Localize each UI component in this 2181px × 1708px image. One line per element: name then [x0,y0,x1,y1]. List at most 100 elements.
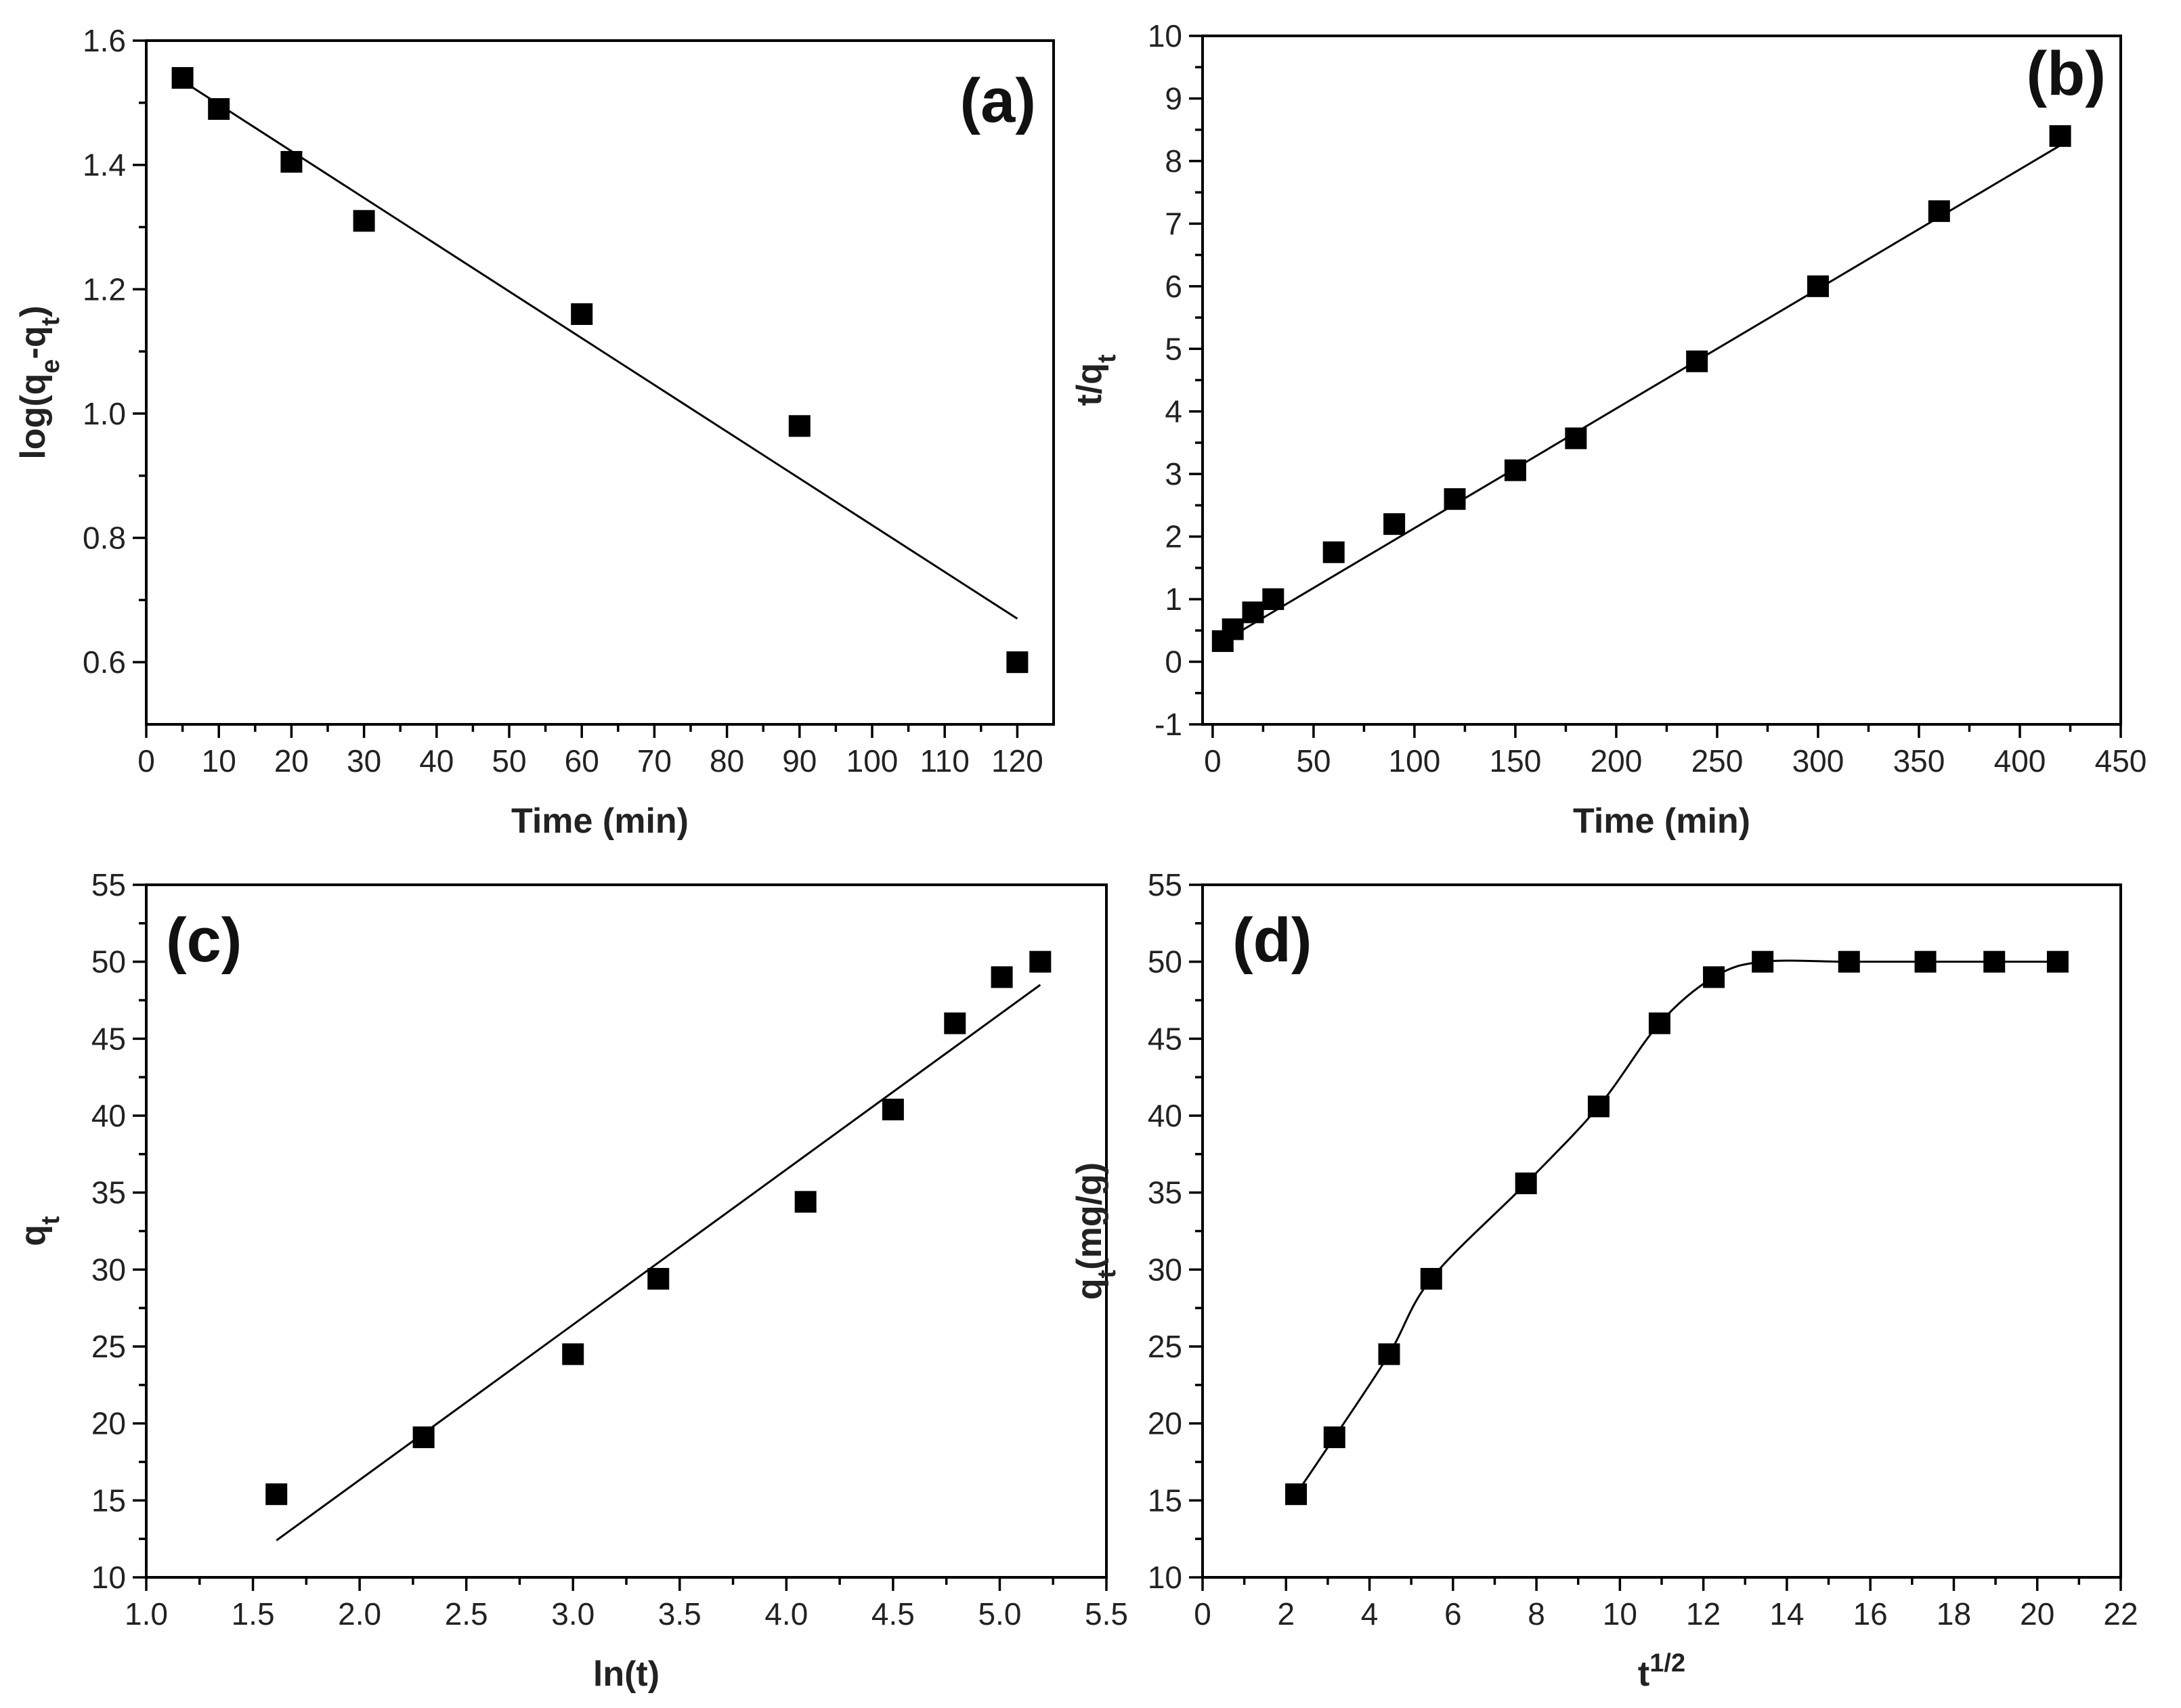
x-tick-label: 4.0 [764,1596,808,1632]
x-tick-label: 10 [1603,1596,1637,1632]
y-tick-label: 4 [1165,394,1182,429]
x-tick-label: 14 [1769,1596,1804,1632]
data-point [412,1426,435,1449]
y-tick-label: 10 [91,1560,126,1595]
x-tick-label: 30 [347,743,381,779]
panel-label: (a) [960,66,1036,135]
chart-panel-3: 1.0 1.5 2.0 2.5 3.0 3.5 4.0 4.5 5.0 5.5 10 15 20 25 30… [14,867,1128,1694]
x-tick-label: 50 [492,743,526,779]
y-axis-title: qt [14,1216,65,1246]
y-tick-label: 35 [1148,1175,1182,1210]
x-tick-label: 6 [1444,1596,1462,1632]
x-tick-label: 2 [1277,1596,1295,1632]
x-tick-label: 90 [782,743,817,779]
x-tick-label: 40 [419,743,454,779]
data-point [1420,1267,1442,1290]
x-tick-label: 60 [565,743,599,779]
data-point [794,1191,817,1213]
x-axis-title: Time (min) [511,802,689,841]
data-point [1838,950,1860,973]
x-tick-label: 50 [1296,743,1331,779]
data-point [1587,1095,1610,1118]
data-point [1565,427,1587,450]
y-tick-label: 55 [1148,867,1182,902]
y-tick-label: 1.0 [83,396,126,431]
x-tick-label: 100 [1389,743,1441,779]
panel-label: (d) [1232,906,1312,975]
x-tick-label: 120 [991,743,1043,779]
x-tick-label: 2.5 [445,1596,488,1632]
x-tick-label: 3.5 [658,1596,701,1632]
chart-panel-4: 0 2 4 6 8 10 12 14 16 18 20 22 10 15 20 25 30 35 40 45 50 55 t… [1070,867,2138,1694]
x-tick-label: 4.5 [871,1596,915,1632]
data-point [1006,651,1029,674]
y-tick-label: 2 [1165,519,1182,554]
data-point [1323,1426,1345,1449]
data-point [1383,513,1406,535]
x-tick-label: 4 [1361,1596,1379,1632]
data-point [353,210,375,232]
x-tick-label: 1.5 [232,1596,275,1632]
data-point [1504,459,1526,481]
data-point [2046,950,2069,973]
fit-line [276,984,1041,1541]
y-tick-label: 50 [1148,944,1182,980]
data-point [1983,950,2006,973]
x-tick-label: 0 [1204,743,1222,779]
x-tick-label: 8 [1528,1596,1545,1632]
data-point [1378,1343,1400,1365]
data-point [265,1483,288,1506]
data-point [1648,1012,1670,1034]
x-tick-label: 5.5 [1085,1596,1128,1632]
x-tick-label: 70 [637,743,672,779]
y-tick-label: 50 [91,944,126,980]
data-point [882,1098,904,1120]
y-tick-label: 30 [1148,1252,1182,1287]
data-point [1262,588,1284,611]
y-tick-label: 3 [1165,456,1182,491]
data-point [1914,950,1937,973]
x-axis-title: t1/2 [1638,1649,1685,1694]
x-tick-label: 16 [1853,1596,1888,1632]
y-tick-label: 9 [1165,81,1182,116]
data-point [1322,541,1345,563]
x-tick-label: 12 [1686,1596,1721,1632]
data-point [571,303,593,325]
y-tick-label: 55 [91,867,126,902]
x-tick-label: 300 [1792,743,1844,779]
data-point [991,966,1013,988]
data-point [1752,950,1774,973]
y-tick-label: 30 [91,1252,126,1287]
y-tick-label: 1 [1165,582,1182,617]
x-tick-label: 10 [202,743,236,779]
plot-frame [145,39,1055,726]
data-point [788,415,811,437]
x-tick-label: 20 [274,743,309,779]
y-tick-label: 20 [1148,1406,1182,1441]
x-tick-label: 2.0 [338,1596,381,1632]
data-point [562,1343,584,1365]
y-tick-label: 25 [91,1329,126,1364]
chart-panel-2: 0 50 100 150 200 250 300 350 400 450 -1 0 1 2 3 4 5 6 7 8 9 1… [1070,18,2146,841]
y-tick-label: 10 [1148,18,1182,53]
x-tick-label: 0 [1194,1596,1211,1632]
x-axis-title: Time (min) [1573,802,1750,841]
data-point [208,98,230,120]
x-axis-title: ln(t) [593,1655,660,1694]
x-tick-label: 22 [2103,1596,2138,1632]
data-point [1515,1173,1537,1195]
data-point [1029,950,1052,973]
y-tick-label: 20 [91,1406,126,1441]
data-point [1807,275,1829,297]
x-tick-label: 400 [1994,743,2046,779]
y-tick-label: 1.4 [83,148,126,183]
data-point [280,151,303,173]
y-tick-label: 1.6 [83,23,126,58]
x-tick-label: 450 [2095,743,2147,779]
data-point [171,67,194,89]
y-axis-title: t/qt [1070,354,1121,406]
data-point [1703,966,1725,988]
y-tick-label: 0.6 [83,644,126,680]
y-tick-label: 15 [91,1483,126,1518]
data-point [944,1012,966,1034]
